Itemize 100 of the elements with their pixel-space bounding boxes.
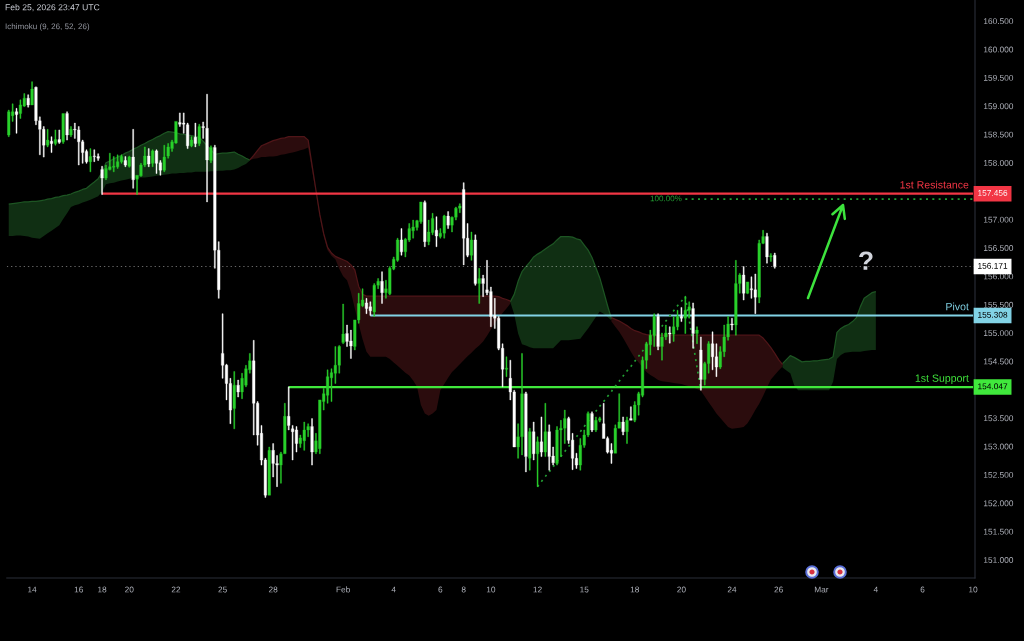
x-tick-label: 16 bbox=[74, 586, 83, 593]
x-tick-label: 10 bbox=[486, 586, 496, 593]
candlestick bbox=[50, 136, 54, 153]
candlestick bbox=[209, 145, 213, 163]
x-tick-label: 26 bbox=[774, 586, 783, 593]
series-label: 1st Resistance bbox=[900, 180, 969, 189]
candlestick bbox=[92, 149, 96, 162]
x-tick-label: 4 bbox=[391, 586, 396, 593]
candlestick bbox=[131, 129, 135, 189]
y-tick-label: 158.500 bbox=[983, 131, 1014, 138]
x-tick-label: 24 bbox=[727, 586, 737, 593]
candlestick bbox=[699, 336, 703, 391]
candlestick bbox=[423, 200, 427, 247]
candlestick bbox=[695, 326, 699, 344]
candlestick bbox=[205, 93, 209, 203]
x-tick-label: 18 bbox=[98, 586, 107, 593]
y-tick-label: 155.500 bbox=[983, 301, 1014, 308]
candlestick bbox=[765, 232, 769, 264]
candlestick bbox=[236, 379, 240, 398]
candlestick bbox=[520, 353, 524, 456]
data-label: 157.456 bbox=[978, 189, 1008, 196]
candlestick bbox=[753, 273, 757, 314]
y-tick-label: 157.000 bbox=[983, 216, 1014, 223]
candlestick bbox=[746, 281, 750, 295]
candlestick bbox=[302, 421, 306, 451]
candlestick bbox=[69, 126, 73, 137]
candlestick bbox=[96, 153, 100, 161]
candlestick bbox=[399, 228, 403, 256]
y-tick-label: 153.000 bbox=[983, 443, 1014, 450]
x-tick-label: 12 bbox=[533, 586, 542, 593]
candlestick bbox=[590, 411, 594, 432]
candlestick bbox=[127, 155, 131, 168]
series-label: Pivot bbox=[946, 302, 969, 311]
ref-line-label: 156.171 bbox=[978, 262, 1008, 269]
x-tick-label: Feb bbox=[336, 586, 350, 593]
x-tick-label: 25 bbox=[218, 586, 227, 593]
candlestick bbox=[679, 307, 683, 322]
candlestick bbox=[411, 219, 415, 239]
candlestick bbox=[147, 148, 151, 167]
candlestick bbox=[477, 268, 481, 304]
candlestick bbox=[65, 111, 69, 141]
candlestick bbox=[88, 148, 92, 173]
candlestick bbox=[462, 182, 466, 266]
candlestick bbox=[532, 421, 536, 461]
candlestick bbox=[53, 129, 57, 146]
candlestick bbox=[742, 266, 746, 301]
x-tick-label: 22 bbox=[171, 586, 181, 593]
candlestick bbox=[524, 391, 528, 473]
y-tick-label: 151.000 bbox=[983, 557, 1014, 563]
candlestick bbox=[364, 298, 368, 314]
candlestick bbox=[730, 318, 734, 331]
candlestick bbox=[621, 416, 625, 436]
candlestick bbox=[123, 156, 127, 167]
data-label: 155.308 bbox=[978, 311, 1008, 318]
y-tick-label: 160.000 bbox=[983, 46, 1014, 53]
chart-title: Feb 25, 2026 23:47 UTC bbox=[5, 3, 100, 12]
y-tick-label: 154.500 bbox=[983, 358, 1014, 365]
x-tick-label: 6 bbox=[920, 586, 925, 593]
candlestick bbox=[30, 81, 34, 106]
series-label: 1st Support bbox=[915, 374, 969, 384]
x-tick-label: 20 bbox=[125, 586, 134, 593]
x-tick-label: 8 bbox=[461, 586, 466, 593]
x-tick-label: 10 bbox=[969, 586, 978, 593]
candlestick bbox=[594, 416, 598, 432]
x-tick-label: 4 bbox=[873, 586, 878, 593]
annotation: ? bbox=[859, 251, 873, 270]
y-tick-label: 159.500 bbox=[983, 74, 1014, 81]
candlestick bbox=[543, 403, 547, 457]
y-tick-label: 158.000 bbox=[983, 159, 1014, 166]
candlestick bbox=[77, 126, 81, 166]
candlestick bbox=[197, 124, 201, 146]
candlestick bbox=[46, 129, 50, 148]
y-tick-label: 155.000 bbox=[983, 330, 1014, 337]
candlestick bbox=[267, 446, 271, 496]
candlestick bbox=[310, 418, 314, 466]
candlestick bbox=[61, 113, 65, 144]
candlestick bbox=[683, 296, 687, 334]
candlestick bbox=[773, 252, 777, 269]
y-tick-label: 153.500 bbox=[983, 415, 1014, 422]
candlestick bbox=[112, 156, 116, 173]
candlestick bbox=[57, 129, 61, 144]
candlestick bbox=[547, 424, 551, 471]
x-tick-label: 15 bbox=[580, 586, 589, 593]
candlestick bbox=[193, 122, 197, 148]
x-tick-label: 18 bbox=[630, 586, 640, 593]
candlestick bbox=[668, 326, 672, 344]
x-tick-label: 6 bbox=[438, 586, 443, 593]
candlestick bbox=[434, 216, 438, 247]
y-tick-label: 152.000 bbox=[983, 500, 1014, 507]
x-tick-label: Mar bbox=[814, 586, 829, 593]
candlestick bbox=[380, 271, 384, 304]
candlestick bbox=[162, 145, 166, 173]
candlestick bbox=[769, 253, 773, 262]
candlestick bbox=[190, 136, 193, 148]
candlestick bbox=[539, 416, 543, 457]
y-tick-label: 160.500 bbox=[983, 18, 1014, 25]
candlestick bbox=[504, 356, 508, 377]
x-tick-label: 14 bbox=[28, 586, 37, 593]
series-label: 100.00% bbox=[650, 195, 682, 202]
candlestick bbox=[536, 436, 540, 487]
